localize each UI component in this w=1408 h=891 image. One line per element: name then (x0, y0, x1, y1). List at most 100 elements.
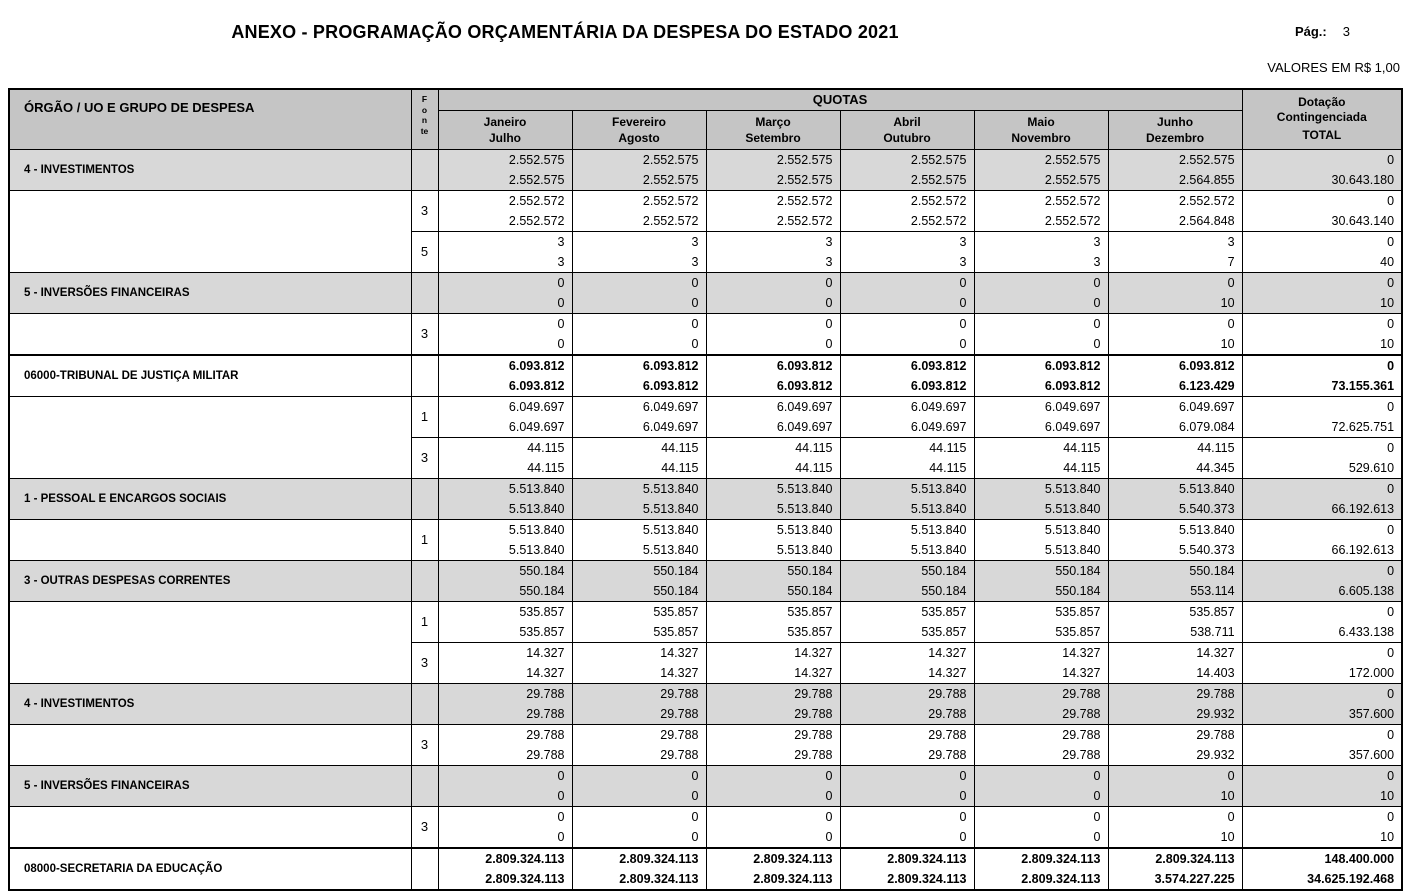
row-fonte-value: 3 (410, 723, 438, 765)
value-line2: 2.564.855 (1178, 172, 1235, 187)
value-line1: 5.513.840 (642, 522, 699, 537)
row-label (8, 600, 411, 642)
value-line1: 44.115 (1197, 440, 1235, 455)
month-line2: Setembro (745, 130, 801, 145)
month-line2: Outubro (883, 130, 931, 145)
value-line1: 2.809.324.113 (485, 851, 565, 866)
value-line2: 6.123.429 (1178, 378, 1235, 393)
cell-marco-setembro: 2.552.575 2.552.575 (705, 148, 840, 190)
cell-dotacao-total: 0 6.605.138 (1241, 559, 1403, 601)
cell-junho-dezembro: 29.788 29.932 (1107, 723, 1243, 765)
value-line1: 0 (1387, 316, 1395, 331)
value-line1: 2.552.572 (1044, 193, 1101, 208)
cell-junho-dezembro: 14.327 14.403 (1107, 641, 1243, 683)
cell-marco-setembro: 550.184 550.184 (705, 559, 840, 601)
cell-janeiro-julho: 6.049.697 6.049.697 (437, 395, 572, 437)
table-row: 5 - INVERSÕES FINANCEIRAS 0 0 0 0 0 0 0 0 0 0 0 10 0 1… (8, 271, 1403, 313)
value-line2: 7 (1227, 254, 1235, 269)
value-line2: 0 (825, 788, 833, 803)
month-line2: Novembro (1011, 130, 1071, 145)
cell-junho-dezembro: 0 10 (1107, 764, 1243, 806)
value-line2: 44.115 (929, 460, 967, 475)
row-label: 3 - OUTRAS DESPESAS CORRENTES (8, 559, 411, 601)
value-line2: 538.711 (1190, 624, 1235, 639)
value-line2: 10 (1220, 829, 1235, 844)
cell-marco-setembro: 2.809.324.113 2.809.324.113 (705, 846, 840, 890)
cell-fevereiro-agosto: 44.115 44.115 (571, 436, 706, 478)
value-line2: 6.093.812 (642, 378, 699, 393)
row-label (8, 437, 411, 478)
value-line1: 29.788 (660, 686, 699, 701)
value-line1: 29.788 (1062, 727, 1101, 742)
value-line2: 550.184 (519, 583, 565, 598)
value-line2: 357.600 (1348, 706, 1395, 721)
value-line1: 2.552.572 (508, 193, 565, 208)
cell-marco-setembro: 535.857 535.857 (705, 600, 840, 642)
value-line2: 40 (1380, 254, 1395, 269)
cell-dotacao-total: 0 10 (1241, 764, 1403, 806)
value-line2: 3 (1093, 254, 1101, 269)
value-line2: 0 (691, 829, 699, 844)
value-line2: 0 (959, 829, 967, 844)
row-label: 06000-TRIBUNAL DE JUSTIÇA MILITAR (8, 353, 411, 396)
cell-junho-dezembro: 6.049.697 6.079.084 (1107, 395, 1243, 437)
row-label: 5 - INVERSÕES FINANCEIRAS (8, 271, 411, 313)
value-line2: 535.857 (519, 624, 565, 639)
value-line2: 2.552.572 (776, 213, 833, 228)
value-line1: 44.115 (929, 440, 967, 455)
value-line2: 2.552.572 (642, 213, 699, 228)
value-line1: 5.513.840 (1044, 522, 1101, 537)
cell-junho-dezembro: 5.513.840 5.540.373 (1107, 518, 1243, 560)
value-line1: 5.513.840 (910, 481, 967, 496)
value-line1: 0 (557, 768, 565, 783)
value-line2: 29.788 (526, 747, 565, 762)
row-label: 4 - INVESTIMENTOS (8, 682, 411, 724)
row-label (8, 395, 411, 437)
cell-abril-outubro: 535.857 535.857 (839, 600, 974, 642)
value-line1: 2.809.324.113 (753, 851, 833, 866)
value-line1: 44.115 (527, 440, 565, 455)
value-line1: 3 (691, 234, 699, 249)
value-line2: 14.327 (1062, 665, 1101, 680)
value-line2: 550.184 (1055, 583, 1101, 598)
value-line2: 72.625.751 (1331, 419, 1395, 434)
value-line1: 14.327 (660, 645, 699, 660)
row-fonte-value: 5 (410, 230, 438, 272)
value-line2: 2.809.324.113 (1021, 871, 1101, 886)
cell-abril-outubro: 550.184 550.184 (839, 559, 974, 601)
cell-marco-setembro: 6.049.697 6.049.697 (705, 395, 840, 437)
row-label (8, 723, 411, 765)
value-line1: 6.093.812 (910, 358, 967, 373)
value-line2: 6.093.812 (508, 378, 565, 393)
cell-dotacao-total: 0 10 (1241, 312, 1403, 355)
value-line1: 2.552.575 (776, 152, 833, 167)
value-line1: 550.184 (519, 563, 565, 578)
value-line2: 0 (557, 336, 565, 351)
value-line2: 535.857 (653, 624, 699, 639)
cell-marco-setembro: 5.513.840 5.513.840 (705, 477, 840, 519)
value-line1: 2.552.575 (508, 152, 565, 167)
value-line1: 535.857 (1055, 604, 1101, 619)
cell-abril-outubro: 2.552.575 2.552.575 (839, 148, 974, 190)
cell-marco-setembro: 29.788 29.788 (705, 723, 840, 765)
value-line2: 0 (557, 829, 565, 844)
value-line2: 14.327 (660, 665, 699, 680)
value-line2: 2.552.575 (642, 172, 699, 187)
cell-abril-outubro: 14.327 14.327 (839, 641, 974, 683)
value-line2: 6.093.812 (1044, 378, 1101, 393)
value-line2: 10 (1220, 788, 1235, 803)
value-line2: 5.513.840 (642, 542, 699, 557)
row-fonte-value: 3 (410, 641, 438, 683)
value-line1: 0 (959, 275, 967, 290)
cell-dotacao-total: 0 10 (1241, 805, 1403, 848)
cell-junho-dezembro: 2.552.575 2.564.855 (1107, 148, 1243, 190)
